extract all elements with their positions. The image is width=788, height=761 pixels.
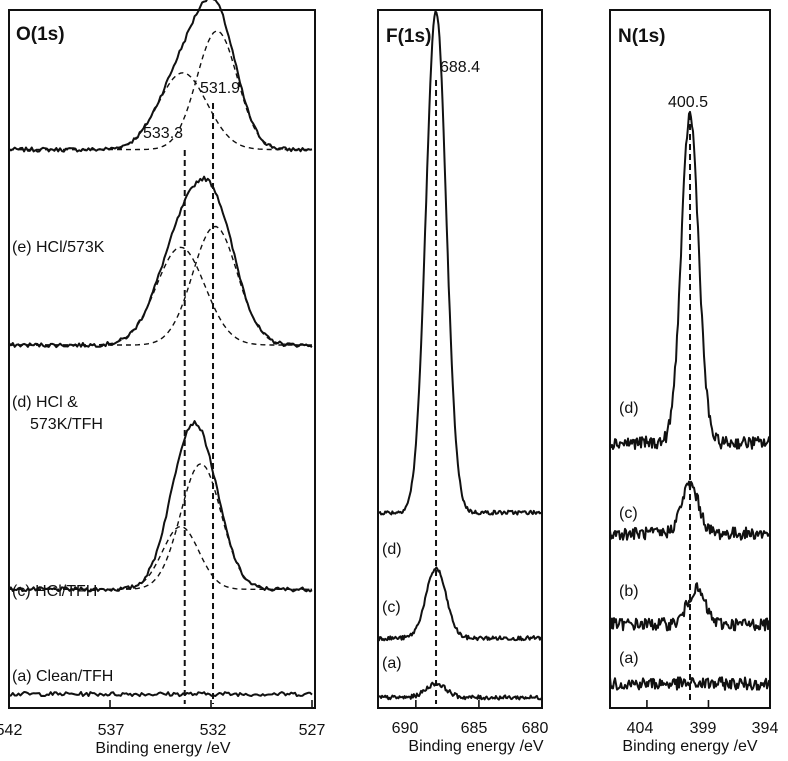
x-tick-label: 532 [200,722,227,739]
spectrum-label-e: (e) HCl/573K [12,239,105,256]
spectrum-curve [609,582,771,632]
spectrum-label-d: (d) [382,541,402,558]
peak-label-0: 533.3 [143,125,183,142]
spectrum-label-a: (a) [619,650,639,667]
spectrum-label-b: (b) [619,583,639,600]
spectrum-curve [8,0,313,153]
spectrum-label-d: (d) [619,400,639,417]
panel-title: O(1s) [16,24,65,45]
spectrum-curve [377,681,543,701]
spectrum-label-d-line2: 573K/TFH [30,416,103,433]
panel-title: N(1s) [618,26,666,47]
fit-component-curve [9,72,312,151]
peak-label-0: 688.4 [440,59,480,76]
x-tick-label: 542 [0,722,22,739]
plot-layer [8,0,771,708]
spectrum-curve [377,566,543,642]
spectrum-label-c: (c) [619,505,638,522]
x-tick-label: 394 [752,720,779,737]
panel-o1s: O(1s) 533.3 531.9 (e) HCl/573K (d) HCl &… [0,9,326,757]
x-axis-label: Binding energy /eV [622,738,758,755]
spectrum-curve [609,480,771,541]
panel-n1s: N(1s) 400.5 (d) (c) (b) (a) 404 399 394 … [609,9,779,755]
x-axis-label: Binding energy /eV [95,740,231,757]
x-tick-label: 685 [461,720,488,737]
spectrum-label-c: (c) [382,599,401,616]
panel-title: F(1s) [386,26,431,47]
fit-component-curve [9,525,312,590]
x-tick-label: 680 [522,720,549,737]
spectrum-curve [8,420,313,593]
spectrum-curve [609,676,771,691]
panel-f1s: F(1s) 688.4 (d) (c) (a) 690 685 680 Bind… [377,9,549,755]
spectrum-curve [8,175,313,349]
x-tick-label: 527 [299,722,326,739]
spectrum-label-d-line1: (d) HCl & [12,394,78,411]
fit-component-curve [9,246,312,346]
spectrum-curve [609,110,771,450]
panel-frame [609,9,771,709]
x-axis-label: Binding energy /eV [408,738,544,755]
fit-component-curve [9,462,312,590]
spectrum-label-a: (a) Clean/TFH [12,668,113,685]
peak-label-0: 400.5 [668,94,708,111]
fit-component-curve [9,225,312,346]
panel-frame [377,9,543,709]
x-tick-label: 690 [392,720,419,737]
x-tick-label: 404 [627,720,654,737]
panel-frame [8,9,316,709]
spectrum-label-a: (a) [382,655,402,672]
x-tick-label: 537 [98,722,125,739]
spectrum-label-d: (d) HCl & 573K/TFH [12,394,103,433]
peak-label-1: 531.9 [200,80,240,97]
spectrum-curve [8,691,313,698]
spectrum-curve [377,10,543,516]
x-tick-label: 399 [690,720,717,737]
